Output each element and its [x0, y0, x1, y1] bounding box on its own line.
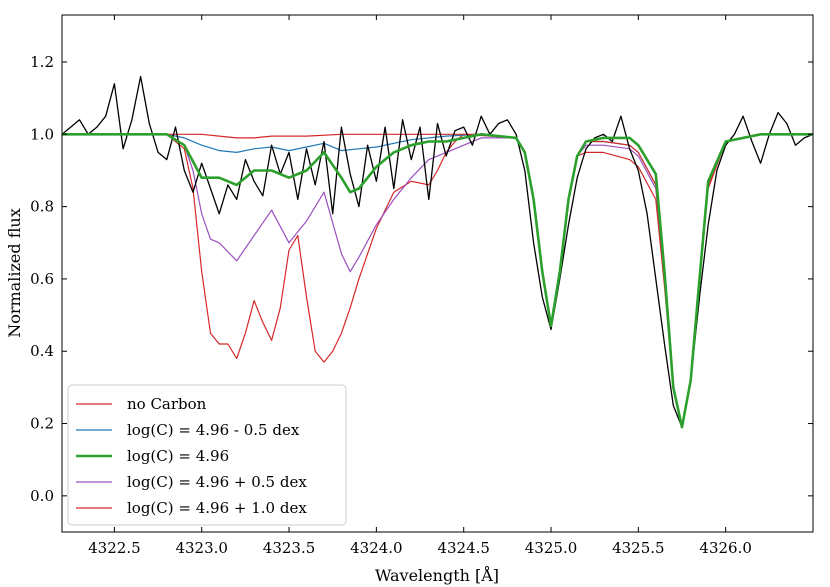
y-tick-label: 0.2	[30, 415, 54, 433]
y-axis-title: Normalized flux	[5, 208, 24, 337]
x-tick-label: 4323.0	[175, 539, 228, 557]
y-axis-ticks: 0.0 0.2 0.4 0.6 0.8 1.0 1.2	[30, 53, 813, 505]
legend-box	[67, 384, 347, 526]
x-tick-label: 4324.5	[437, 539, 490, 557]
legend-label: log(C) = 4.96	[127, 447, 229, 465]
x-tick-label: 4324.0	[350, 539, 403, 557]
y-tick-label: 0.8	[30, 198, 54, 216]
x-axis-title: Wavelength [Å]	[375, 565, 499, 585]
legend-label: log(C) = 4.96 + 0.5 dex	[127, 473, 307, 491]
legend: no Carbon log(C) = 4.96 - 0.5 dex log(C) =…	[67, 384, 347, 526]
legend-label: no Carbon	[127, 395, 207, 413]
x-tick-label: 4323.5	[263, 539, 316, 557]
series-line-4	[62, 133, 813, 428]
x-tick-label: 4322.5	[88, 539, 141, 557]
legend-label: log(C) = 4.96 + 1.0 dex	[127, 499, 307, 517]
y-tick-label: 0.4	[30, 342, 54, 360]
y-tick-label: 1.0	[30, 125, 54, 143]
legend-label: log(C) = 4.96 - 0.5 dex	[127, 421, 300, 439]
x-tick-label: 4325.0	[525, 539, 578, 557]
x-axis-ticks: 4322.5 4323.0 4323.5 4324.0 4324.5 4325.0 4325…	[88, 15, 752, 557]
series-line-2	[62, 133, 813, 429]
x-tick-label: 4325.5	[612, 539, 665, 557]
y-tick-label: 0.6	[30, 270, 54, 288]
y-tick-label: 0.0	[30, 487, 54, 505]
plot-frame	[61, 14, 814, 533]
plot-lines	[62, 75, 813, 429]
y-tick-label: 1.2	[30, 53, 54, 71]
x-tick-label: 4326.0	[699, 539, 752, 557]
